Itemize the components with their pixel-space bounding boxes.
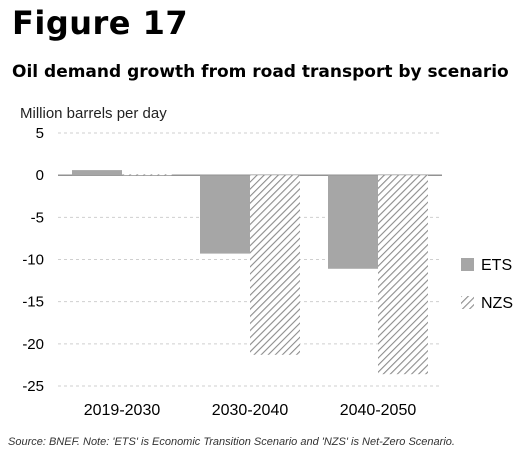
legend-swatch-ets: [461, 258, 474, 271]
figure-label: Figure 17: [12, 4, 189, 42]
bar-ets-2040-2050: [328, 175, 378, 269]
y-tick-label: 5: [36, 125, 44, 142]
bar-chart: Million barrels per day 5 0 -5 -10 -15 -20 -25…: [20, 105, 513, 419]
y-tick-label: -10: [22, 252, 44, 269]
legend: ETS NZS: [461, 257, 513, 312]
y-axis-label: Million barrels per day: [20, 105, 167, 122]
legend-label-nzs: NZS: [481, 295, 513, 312]
y-ticks: 5 0 -5 -10 -15 -20 -25: [22, 125, 44, 395]
bar-nzs-2019-2030: [122, 174, 172, 176]
y-tick-label: -25: [22, 378, 44, 395]
bars: [72, 170, 428, 375]
chart-title: Oil demand growth from road transport by…: [12, 62, 509, 82]
y-tick-label: -5: [31, 209, 44, 226]
y-tick-label: -20: [22, 336, 44, 353]
bar-nzs-2040-2050: [378, 175, 428, 375]
y-tick-label: 0: [36, 167, 44, 184]
bar-ets-2030-2040: [200, 175, 250, 254]
x-categories: 2019-2030 2030-2040 2040-2050: [84, 402, 417, 419]
source-note: Source: BNEF. Note: 'ETS' is Economic Tr…: [8, 436, 455, 448]
y-tick-label: -15: [22, 294, 44, 311]
bar-nzs-2030-2040: [250, 175, 300, 355]
legend-swatch-nzs: [461, 296, 474, 309]
x-category-label: 2019-2030: [84, 402, 161, 419]
legend-label-ets: ETS: [481, 257, 512, 274]
x-category-label: 2030-2040: [212, 402, 289, 419]
x-category-label: 2040-2050: [340, 402, 417, 419]
bar-ets-2019-2030: [72, 170, 122, 176]
